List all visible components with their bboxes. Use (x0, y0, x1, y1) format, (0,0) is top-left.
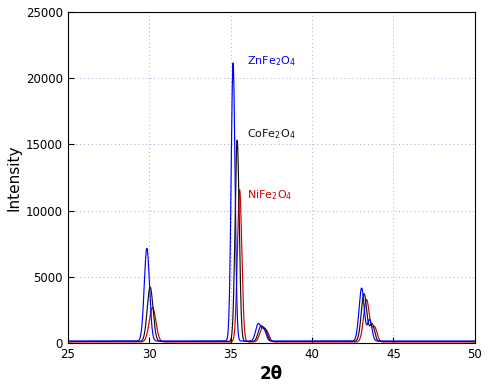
X-axis label: 2θ: 2θ (259, 365, 283, 383)
Text: ZnFe$_2$O$_4$: ZnFe$_2$O$_4$ (246, 54, 295, 68)
Text: CoFe$_2$O$_4$: CoFe$_2$O$_4$ (246, 127, 295, 141)
Text: NiFe$_2$O$_4$: NiFe$_2$O$_4$ (246, 188, 292, 202)
Y-axis label: Intensity: Intensity (7, 144, 22, 211)
